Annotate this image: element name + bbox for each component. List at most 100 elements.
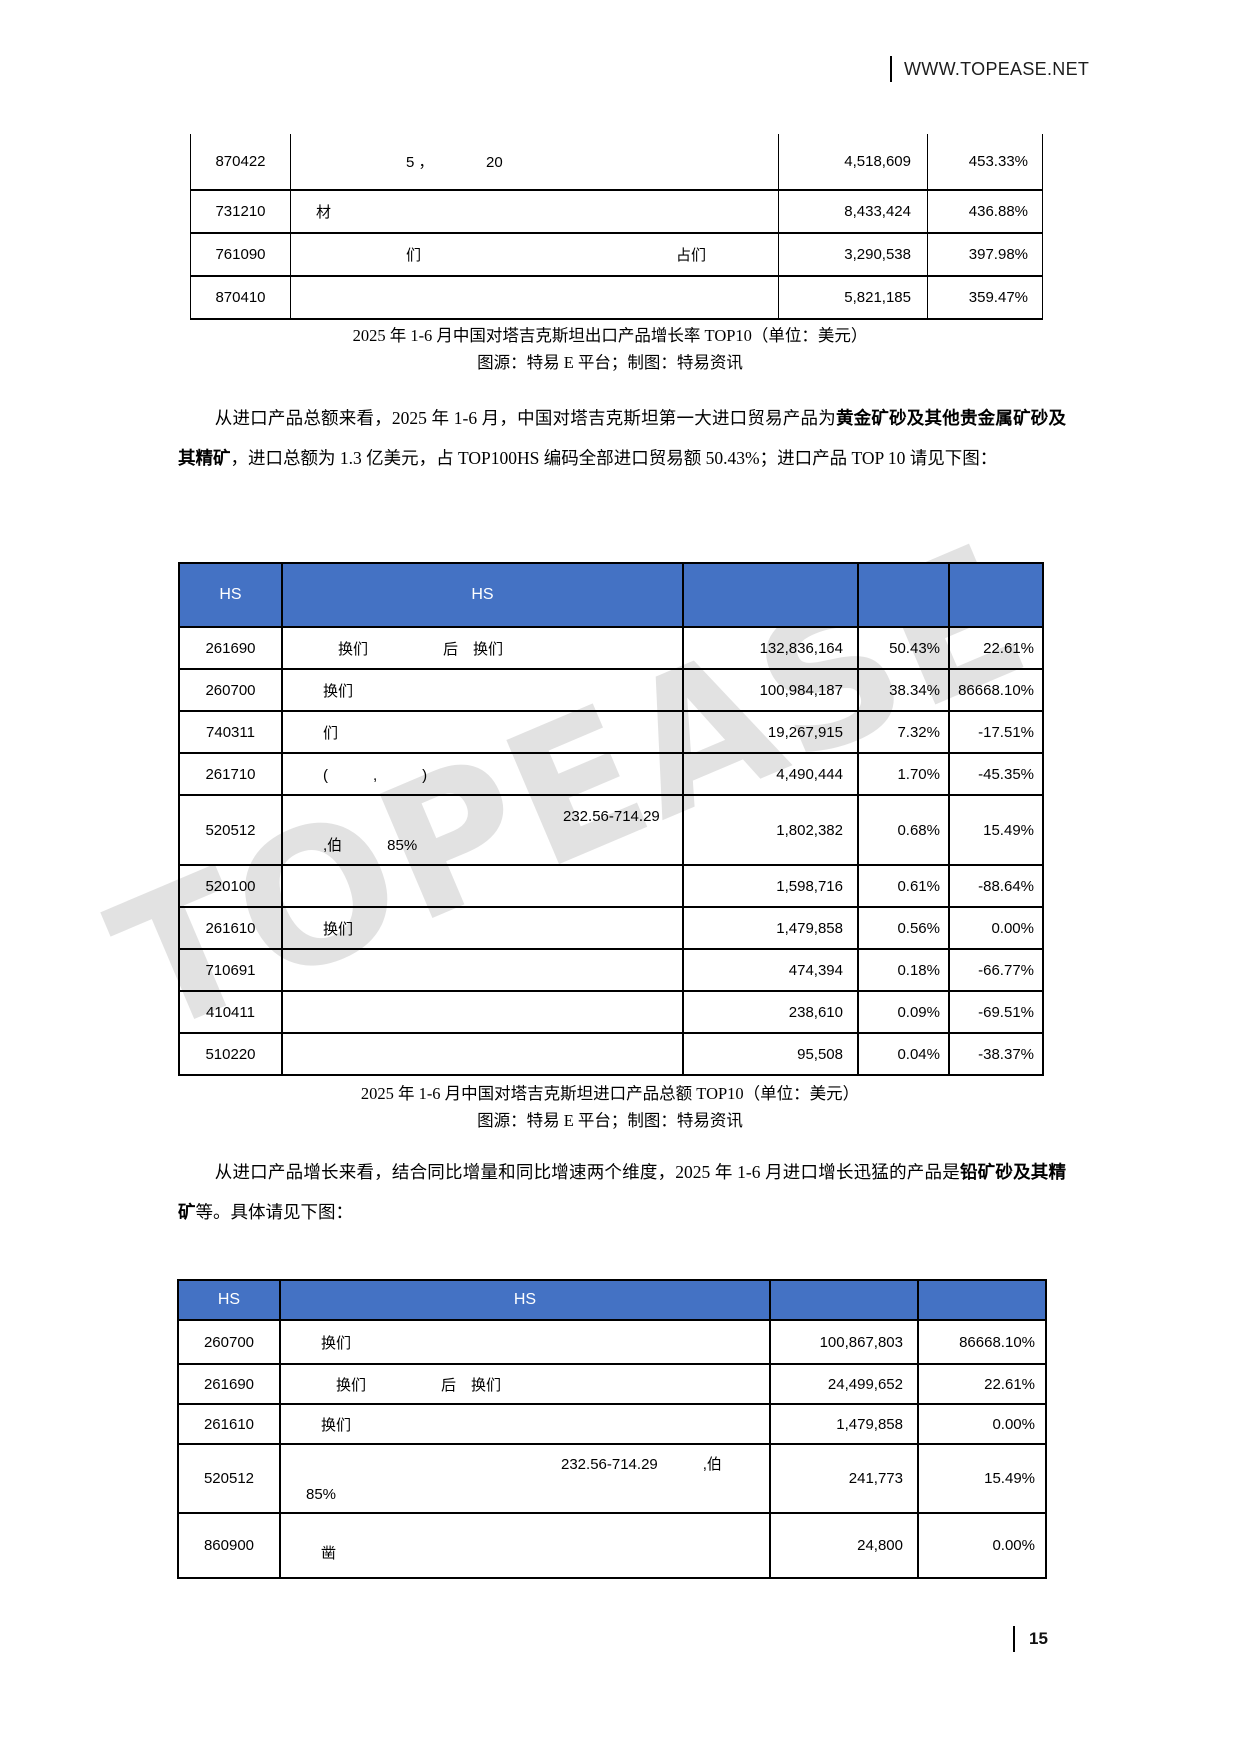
caption-source: 图源：特易 E 平台；制图：特易资讯: [477, 1111, 743, 1130]
desc-line-1: 232.56-714.29: [293, 807, 660, 825]
header-change: [950, 564, 1044, 628]
growth-pct-cell: 397.98%: [928, 234, 1043, 277]
hs-code-cell: 520512: [179, 1445, 281, 1514]
product-desc-cell: [283, 866, 684, 908]
hs-code-cell: 860900: [179, 1514, 281, 1579]
change-cell: -69.51%: [950, 992, 1044, 1034]
product-desc-cell: 们 占们: [291, 234, 779, 277]
product-desc-cell: [291, 277, 779, 320]
header-value: [684, 564, 859, 628]
share-cell: 1.70%: [859, 754, 950, 796]
value-cell: 4,518,609: [779, 134, 928, 191]
product-desc-cell: 换们: [281, 1321, 771, 1365]
value-cell: 24,800: [771, 1514, 919, 1579]
value-cell: 1,479,858: [684, 908, 859, 950]
hs-code-cell: 520100: [180, 866, 283, 908]
export-growth-table: 870422 5 ， 20 4,518,609 453.33% 731210 材…: [190, 134, 1043, 320]
para-bold-product: 铅矿砂及其精矿: [178, 1162, 1067, 1222]
change-cell: 22.61%: [919, 1365, 1047, 1405]
product-desc-cell: 材: [291, 191, 779, 234]
import-total-caption: 2025 年 1-6 月中国对塔吉克斯坦进口产品总额 TOP10（单位：美元） …: [178, 1080, 1042, 1134]
hs-code-cell: 260700: [180, 670, 283, 712]
value-cell: 1,802,382: [684, 796, 859, 866]
value-cell: 132,836,164: [684, 628, 859, 670]
para-text: 等。具体请见下图：: [195, 1202, 354, 1222]
product-desc-cell: [283, 950, 684, 992]
value-cell: 8,433,424: [779, 191, 928, 234]
product-desc-cell: 232.56-714.29 ,伯 85%: [283, 796, 684, 866]
change-cell: 0.00%: [950, 908, 1044, 950]
share-cell: 50.43%: [859, 628, 950, 670]
hs-code-cell: 740311: [180, 712, 283, 754]
value-cell: 1,479,858: [771, 1405, 919, 1445]
site-url-header: WWW.TOPEASE.NET: [890, 56, 1089, 82]
product-desc-cell: 们: [283, 712, 684, 754]
header-hs-code: HS: [180, 564, 283, 628]
hs-code-cell: 260700: [179, 1321, 281, 1365]
import-growth-paragraph: 从进口产品增长来看，结合同比增量和同比增速两个维度，2025 年 1-6 月进口…: [178, 1152, 1066, 1232]
product-desc-cell: 换们: [281, 1405, 771, 1445]
import-growth-table: HS HS 260700 换们 100,867,803 86668.10% 26…: [177, 1279, 1047, 1579]
export-table-caption: 2025 年 1-6 月中国对塔吉克斯坦出口产品增长率 TOP10（单位：美元）…: [178, 322, 1042, 376]
value-cell: 100,984,187: [684, 670, 859, 712]
desc-line-1: 232.56-714.29 ,伯: [291, 1456, 722, 1474]
caption-source: 图源：特易 E 平台；制图：特易资讯: [477, 353, 743, 372]
hs-code-cell: 870410: [191, 277, 291, 320]
change-cell: -66.77%: [950, 950, 1044, 992]
change-cell: 22.61%: [950, 628, 1044, 670]
para-bold-product: 黄金矿砂及其他贵金属矿砂及其精矿: [178, 408, 1067, 468]
value-cell: 19,267,915: [684, 712, 859, 754]
share-cell: 0.18%: [859, 950, 950, 992]
change-cell: 0.00%: [919, 1514, 1047, 1579]
product-desc-cell: ( , ): [283, 754, 684, 796]
header-value: [771, 1281, 919, 1321]
value-cell: 95,508: [684, 1034, 859, 1076]
para-text: ，进口总额为 1.3 亿美元，占 TOP100HS 编码全部进口贸易额 50.4…: [230, 448, 998, 468]
hs-code-cell: 870422: [191, 134, 291, 191]
hs-code-cell: 410411: [180, 992, 283, 1034]
header-change: [919, 1281, 1047, 1321]
value-cell: 1,598,716: [684, 866, 859, 908]
change-cell: -88.64%: [950, 866, 1044, 908]
product-desc-cell: 5 ， 20: [291, 134, 779, 191]
caption-title: 2025 年 1-6 月中国对塔吉克斯坦出口产品增长率 TOP10（单位：美元）: [352, 326, 868, 345]
hs-code-cell: 261610: [180, 908, 283, 950]
hs-code-cell: 261610: [179, 1405, 281, 1445]
value-cell: 3,290,538: [779, 234, 928, 277]
desc-line-2: 凿: [291, 1545, 337, 1562]
desc-line-2: ,伯 85%: [293, 837, 418, 855]
product-desc-cell: 换们 后 换们: [281, 1365, 771, 1405]
value-cell: 238,610: [684, 992, 859, 1034]
caption-title: 2025 年 1-6 月中国对塔吉克斯坦进口产品总额 TOP10（单位：美元）: [360, 1084, 860, 1103]
share-cell: 0.56%: [859, 908, 950, 950]
hs-code-cell: 761090: [191, 234, 291, 277]
change-cell: 86668.10%: [950, 670, 1044, 712]
hs-code-cell: 510220: [180, 1034, 283, 1076]
value-cell: 5,821,185: [779, 277, 928, 320]
product-desc-cell: [283, 1034, 684, 1076]
value-cell: 241,773: [771, 1445, 919, 1514]
change-cell: 15.49%: [950, 796, 1044, 866]
growth-pct-cell: 436.88%: [928, 191, 1043, 234]
hs-code-cell: 710691: [180, 950, 283, 992]
share-cell: 7.32%: [859, 712, 950, 754]
product-desc-cell: 换们: [283, 670, 684, 712]
growth-pct-cell: 359.47%: [928, 277, 1043, 320]
change-cell: -17.51%: [950, 712, 1044, 754]
product-desc-cell: [283, 992, 684, 1034]
share-cell: 0.61%: [859, 866, 950, 908]
hs-code-cell: 520512: [180, 796, 283, 866]
change-cell: -38.37%: [950, 1034, 1044, 1076]
header-share: [859, 564, 950, 628]
page-number: 15: [1013, 1626, 1048, 1652]
share-cell: 0.09%: [859, 992, 950, 1034]
header-hs-code: HS: [179, 1281, 281, 1321]
share-cell: 38.34%: [859, 670, 950, 712]
share-cell: 0.04%: [859, 1034, 950, 1076]
desc-line-2: 85%: [291, 1485, 337, 1503]
hs-code-cell: 261690: [179, 1365, 281, 1405]
product-desc-cell: 凿: [281, 1514, 771, 1579]
growth-pct-cell: 453.33%: [928, 134, 1043, 191]
header-hs-desc: HS: [281, 1281, 771, 1321]
